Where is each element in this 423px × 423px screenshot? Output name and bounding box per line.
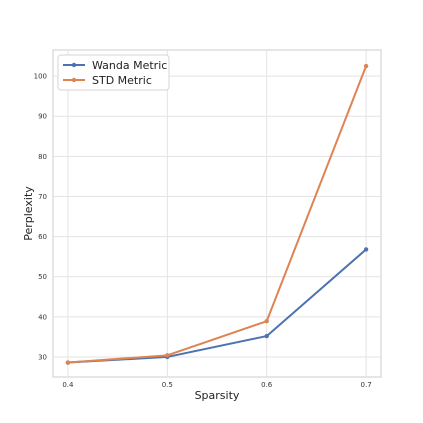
data-point	[363, 247, 369, 252]
y-tick-label: 50	[38, 273, 47, 281]
data-point	[165, 353, 170, 358]
legend-marker	[71, 77, 77, 83]
y-tick-label: 60	[38, 233, 47, 241]
y-tick-label: 70	[38, 193, 47, 201]
legend: Wanda Metric STD Metric	[57, 54, 170, 91]
legend-label: Wanda Metric	[92, 59, 167, 72]
y-tick-labels: 30 40 50 60 70 80 90 100	[34, 73, 47, 362]
data-point	[65, 360, 71, 365]
data-point	[264, 333, 269, 339]
x-tick-label: 0.7	[361, 381, 372, 389]
x-tick-label: 0.6	[261, 381, 273, 389]
y-tick-label: 40	[38, 313, 47, 321]
x-tick-label: 0.4	[62, 381, 74, 389]
x-tick-labels: 0.4 0.5 0.6 0.7	[62, 381, 371, 389]
series-lines	[65, 63, 369, 365]
data-point	[363, 63, 369, 69]
y-tick-label: 90	[38, 113, 47, 121]
series-line	[67, 65, 368, 364]
x-tick-label: 0.5	[162, 381, 173, 389]
y-tick-label: 100	[34, 73, 47, 81]
legend-marker	[71, 62, 77, 68]
legend-box	[57, 54, 170, 91]
y-tick-label: 30	[38, 353, 47, 361]
plot-area	[52, 49, 382, 378]
x-axis-title: Sparsity	[195, 389, 240, 402]
y-axis-title: Perplexity	[22, 186, 35, 241]
data-point	[264, 319, 269, 324]
y-tick-label: 80	[38, 153, 47, 161]
legend-label: STD Metric	[92, 74, 152, 87]
